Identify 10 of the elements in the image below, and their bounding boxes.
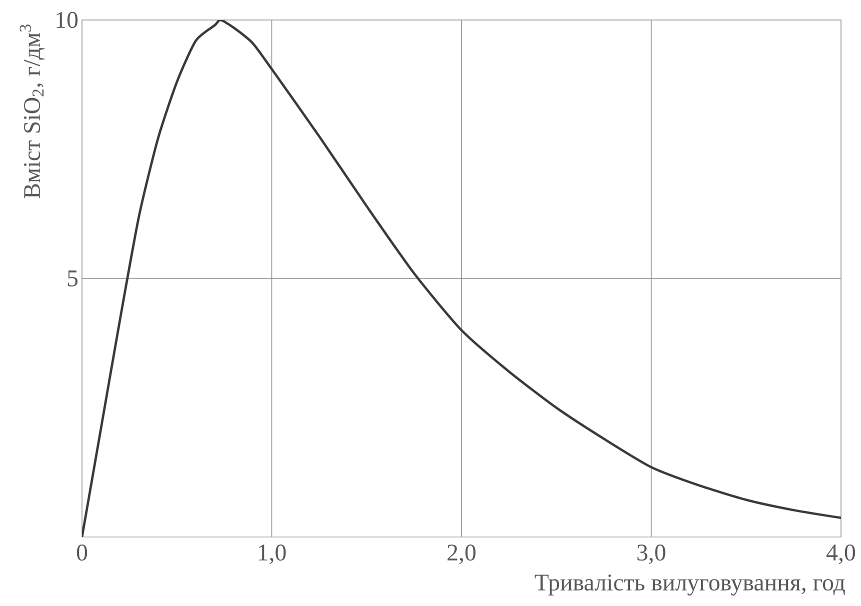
y-tick-label: 5 [68, 270, 78, 286]
x-tick-label: 3,0 [637, 544, 666, 564]
x-tick-label: 1,0 [258, 544, 286, 564]
x-tick-label: 4,0 [826, 544, 856, 564]
y-axis-title: Вміст SiO$_{2}$, г/дм$^{3}$ [20, 24, 44, 198]
y-tick-label: 10 [56, 12, 78, 28]
line-series [82, 20, 842, 537]
x-tick-label: 0 [76, 544, 88, 561]
x-tick-label: 2,0 [448, 544, 476, 564]
x-axis-title: Тривалість вилуговування, год [534, 574, 845, 596]
